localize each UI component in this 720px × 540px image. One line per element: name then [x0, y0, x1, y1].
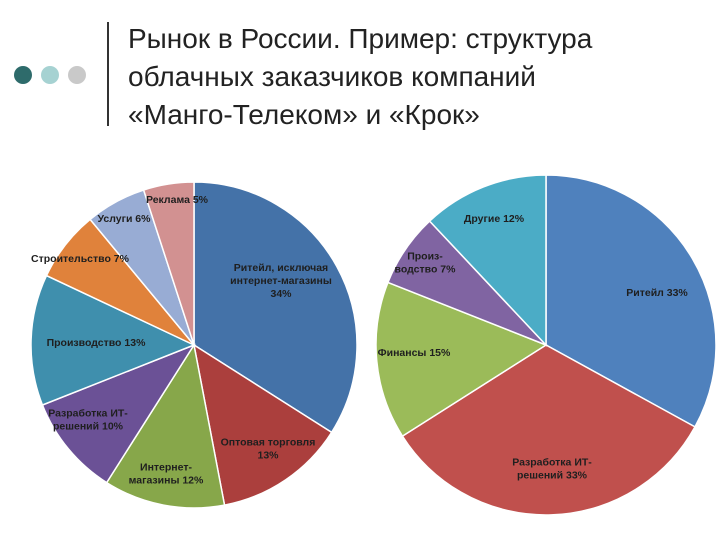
- slice-label-line: 34%: [270, 288, 292, 300]
- slice-label-line: Ритейл, исключая: [234, 262, 328, 274]
- slice-label-line: Оптовая торговля: [221, 437, 316, 449]
- slice-label-line: Реклама 5%: [146, 194, 209, 206]
- title-line: облачных заказчиков компаний: [128, 61, 536, 92]
- decorative-dot: [14, 66, 32, 84]
- slice-label-line: Строительство 7%: [31, 253, 130, 265]
- slice-label: Реклама 5%: [146, 194, 209, 206]
- slice-label-line: Ритейл 33%: [626, 287, 688, 299]
- title-line: Рынок в России. Пример: структура: [128, 23, 593, 54]
- pie-slice: [428, 174, 547, 347]
- slice-label: Ритейл 33%: [626, 287, 688, 299]
- slice-label: Разработка ИТ-решений 10%: [48, 408, 128, 433]
- slice-label-line: решений 10%: [53, 421, 124, 433]
- slice-label-line: водство 7%: [395, 264, 457, 276]
- pie-slice: [192, 343, 333, 506]
- slide-title: Рынок в России. Пример: структура облачн…: [128, 20, 708, 134]
- slice-label-line: магазины 12%: [129, 475, 204, 487]
- slice-label-line: Разработка ИТ-: [512, 457, 592, 469]
- pie-slice: [401, 344, 696, 516]
- pie-chart-mango-telecom: Ритейл, исключая интернет-магазины 34% Опто…: [30, 181, 358, 509]
- pie-slice: [375, 281, 548, 438]
- slice-label-line: Услуги 6%: [97, 213, 151, 225]
- decorative-dots: [14, 66, 86, 84]
- pie-slice: [105, 342, 226, 509]
- slice-label: Другие 12%: [464, 213, 525, 225]
- slice-label-line: 13%: [257, 450, 279, 462]
- slice-label: Оптовая торговля 13%: [221, 437, 316, 462]
- pie-slice: [30, 274, 196, 406]
- slice-label-line: решений 33%: [517, 470, 588, 482]
- slice-label: Производство 13%: [47, 337, 146, 349]
- slice-label-line: Другие 12%: [464, 213, 525, 225]
- decorative-dot: [41, 66, 59, 84]
- pie-chart-croc: Ритейл 33% Разработка ИТ-решений 33% Финан…: [375, 174, 717, 516]
- slice-label: Интернет-магазины 12%: [129, 462, 204, 487]
- slice-label-line: Разработка ИТ-: [48, 408, 128, 420]
- pie-slice: [193, 181, 358, 434]
- pie-slice: [41, 343, 196, 484]
- title-line: «Манго-Телеком» и «Крок»: [128, 99, 480, 130]
- slice-label-line: Финансы 15%: [378, 347, 451, 359]
- slice-label-line: Произ-: [407, 251, 443, 263]
- slice-label: Ритейл, исключая интернет-магазины 34%: [230, 262, 332, 300]
- slice-label: Финансы 15%: [378, 347, 451, 359]
- decorative-dot: [68, 66, 86, 84]
- slice-label: Разработка ИТ-решений 33%: [512, 457, 592, 482]
- pie-slice: [142, 181, 195, 346]
- slice-label-line: интернет-магазины: [230, 275, 332, 287]
- slice-label-line: Производство 13%: [47, 337, 146, 349]
- slice-label: Строительство 7%: [31, 253, 130, 265]
- title-divider: [107, 22, 109, 126]
- slice-label: Услуги 6%: [97, 213, 151, 225]
- slice-label: Произ-водство 7%: [395, 251, 457, 276]
- slice-label-line: Интернет-: [140, 462, 192, 474]
- pie-slice: [545, 174, 717, 428]
